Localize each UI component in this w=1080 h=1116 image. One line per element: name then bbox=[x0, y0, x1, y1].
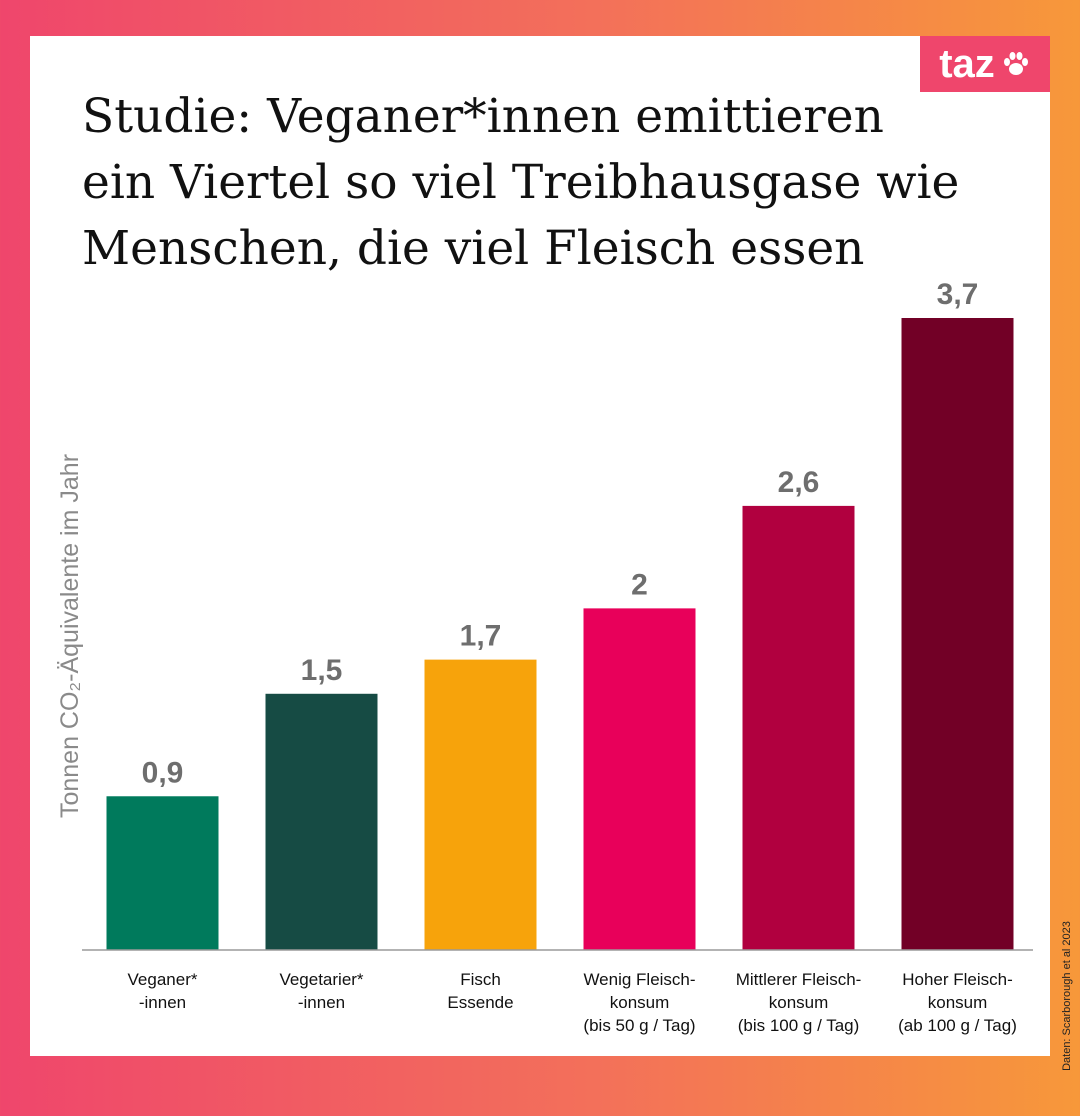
value-label-2: 1,5 bbox=[301, 654, 343, 687]
bar-1 bbox=[106, 796, 219, 950]
category-label-4-line-2: konsum bbox=[610, 993, 670, 1012]
category-label-2-line-2: -innen bbox=[298, 993, 345, 1012]
bar-3 bbox=[424, 659, 537, 950]
paw-icon bbox=[1003, 52, 1028, 75]
bar-4 bbox=[583, 608, 696, 950]
category-label-3-line-1: Fisch bbox=[460, 970, 501, 989]
category-label-5-line-1: Mittlerer Fleisch- bbox=[736, 970, 862, 989]
bar-5 bbox=[742, 505, 855, 950]
value-label-4: 2 bbox=[631, 568, 648, 601]
category-label-6-line-3: (ab 100 g / Tag) bbox=[898, 1016, 1017, 1035]
category-label-3-line-2: Essende bbox=[447, 993, 513, 1012]
category-label-1-line-2: -innen bbox=[139, 993, 186, 1012]
logo-text: taz bbox=[939, 42, 995, 86]
category-label-1-line-1: Veganer* bbox=[128, 970, 198, 989]
category-label-4-line-3: (bis 50 g / Tag) bbox=[583, 1016, 695, 1035]
bar-2 bbox=[265, 693, 378, 950]
value-label-6: 3,7 bbox=[937, 278, 979, 311]
category-label-2-line-1: Vegetarier* bbox=[279, 970, 363, 989]
chart-title: Studie: Veganer*innen emittieren ein Vie… bbox=[82, 89, 960, 276]
value-label-1: 0,9 bbox=[142, 756, 184, 789]
bar-6 bbox=[901, 318, 1014, 950]
category-label-4-line-1: Wenig Fleisch- bbox=[583, 970, 695, 989]
category-label-6-line-2: konsum bbox=[928, 993, 988, 1012]
category-label-6-line-1: Hoher Fleisch- bbox=[902, 970, 1013, 989]
value-label-3: 1,7 bbox=[460, 620, 502, 653]
value-label-5: 2,6 bbox=[778, 466, 820, 499]
category-label-5-line-2: konsum bbox=[769, 993, 829, 1012]
taz-logo: taz bbox=[920, 36, 1050, 92]
category-label-5-line-3: (bis 100 g / Tag) bbox=[738, 1016, 860, 1035]
